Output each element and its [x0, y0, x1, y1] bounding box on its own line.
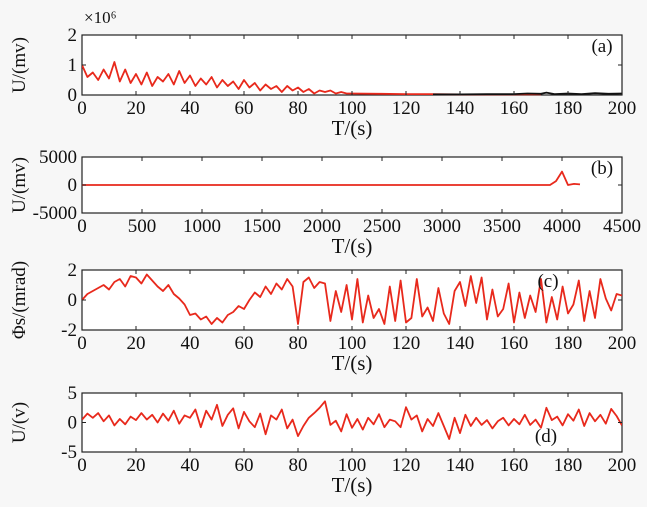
series-line-0 — [82, 61, 541, 96]
x-tick-label: 180 — [554, 455, 583, 476]
x-tick-label: 0 — [77, 455, 87, 476]
x-tick-label: 60 — [235, 98, 254, 119]
x-tick-label: 120 — [392, 98, 421, 119]
panel-label: (d) — [535, 426, 557, 447]
x-tick-label: 500 — [128, 216, 157, 237]
y-tick-label: 0 — [68, 175, 78, 196]
series-line-0 — [82, 170, 581, 186]
x-tick-label: 40 — [181, 455, 200, 476]
plot-frame — [81, 34, 623, 96]
y-tick-label: 0 — [68, 413, 78, 434]
x-tick-label: 20 — [127, 333, 146, 354]
x-tick-label: 4500 — [603, 216, 641, 237]
x-tick-label: 4000 — [543, 216, 581, 237]
series-line-1 — [433, 91, 622, 96]
x-tick-label: 100 — [338, 98, 367, 119]
x-axis-label: T/(s) — [332, 234, 373, 258]
series-line-0 — [82, 400, 622, 440]
y-axis-label: U/(mv) — [9, 37, 30, 93]
panel-c: 0 20 40 60 80 100 120 140 160 180 200-202T/(s)Φs/(… — [9, 260, 636, 375]
y-axis-label: U/(v) — [9, 402, 30, 443]
y-tick-label: 0 — [68, 85, 78, 106]
x-tick-label: 100 — [338, 333, 367, 354]
x-tick-label: 0 — [77, 333, 87, 354]
y-tick-label: 5 — [68, 383, 78, 404]
x-tick-label: 0 — [77, 98, 87, 119]
x-tick-label: 140 — [446, 98, 475, 119]
y-tick-label: 5000 — [39, 147, 77, 168]
x-axis-label: T/(s) — [332, 351, 373, 375]
x-tick-label: 80 — [289, 98, 308, 119]
x-tick-label: 40 — [181, 98, 200, 119]
y-tick-label: 2 — [68, 260, 78, 281]
y-tick-label: 1 — [68, 55, 78, 76]
x-tick-label: 80 — [289, 455, 308, 476]
x-tick-label: 200 — [608, 333, 637, 354]
y-tick-label: 0 — [68, 290, 78, 311]
y-tick-label: -5000 — [33, 203, 77, 224]
x-tick-label: 0 — [77, 216, 87, 237]
x-tick-label: 1500 — [243, 216, 281, 237]
x-axis-label: T/(s) — [332, 116, 373, 140]
exponent-label: ×10⁶ — [84, 8, 117, 27]
y-tick-label: 2 — [68, 25, 78, 46]
y-axis-label: U/(mv) — [9, 157, 30, 213]
y-tick-label: -2 — [61, 320, 77, 341]
x-tick-label: 140 — [446, 333, 475, 354]
x-tick-label: 60 — [235, 333, 254, 354]
x-tick-label: 2500 — [363, 216, 401, 237]
x-tick-label: 160 — [500, 455, 529, 476]
x-tick-label: 160 — [500, 333, 529, 354]
panel-label: (b) — [591, 158, 613, 179]
x-tick-label: 200 — [608, 98, 637, 119]
x-tick-label: 20 — [127, 455, 146, 476]
x-tick-label: 180 — [554, 333, 583, 354]
x-tick-label: 200 — [608, 455, 637, 476]
x-tick-label: 80 — [289, 333, 308, 354]
x-tick-label: 40 — [181, 333, 200, 354]
panel-label: (c) — [537, 271, 558, 292]
x-tick-label: 120 — [392, 333, 421, 354]
x-tick-label: 120 — [392, 455, 421, 476]
panel-a: 0 20 40 60 80 100 120 140 160 180 200 0 1 2 T/(s) U/(mv… — [9, 8, 636, 140]
x-tick-label: 180 — [554, 98, 583, 119]
x-tick-label: 140 — [446, 455, 475, 476]
panel-b: 0 500 1000 1500 2000 2500 3000 3500 4000 4500 -500… — [9, 147, 641, 258]
y-tick-label: -5 — [61, 442, 77, 463]
chart-panels: 0 20 40 60 80 100 120 140 160 180 200012T/(s)U/(mv… — [9, 8, 641, 497]
x-axis-label: T/(s) — [332, 473, 373, 497]
panel-label: (a) — [591, 36, 612, 57]
x-tick-label: 60 — [235, 455, 254, 476]
x-tick-label: 160 — [500, 98, 529, 119]
x-tick-label: 20 — [127, 98, 146, 119]
x-tick-label: 3500 — [483, 216, 521, 237]
x-tick-label: 3000 — [423, 216, 461, 237]
x-tick-label: 100 — [338, 455, 367, 476]
panel-d: 0 20 40 60 80 100 120 140 160 180 200-505T/(s)U/(v… — [9, 383, 636, 497]
x-tick-label: 1000 — [183, 216, 221, 237]
series-line-0 — [82, 273, 622, 325]
x-tick-label: 2000 — [303, 216, 341, 237]
y-axis-label: Φs/(mrad) — [9, 261, 30, 339]
